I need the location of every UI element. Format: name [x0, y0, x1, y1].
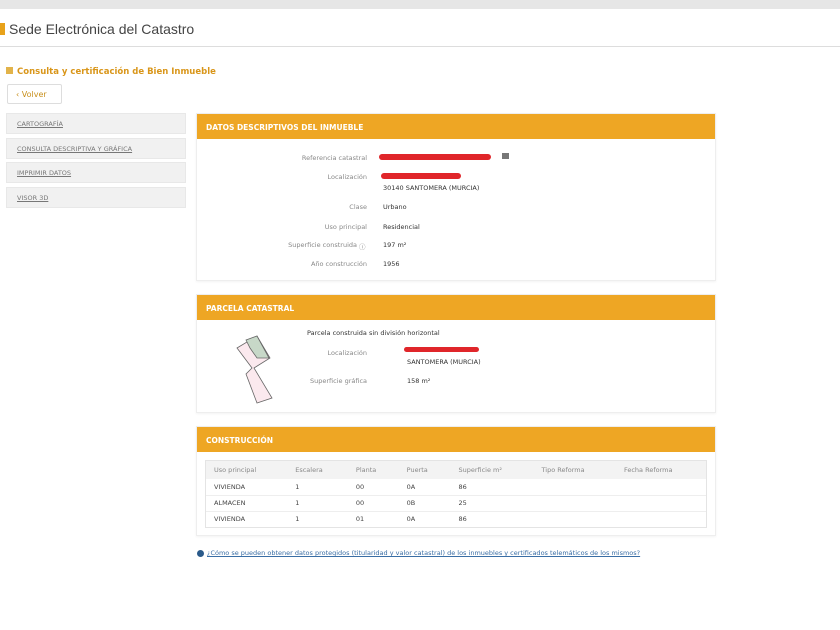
column-header: Fecha Reforma	[615, 461, 706, 479]
section-icon	[6, 67, 13, 74]
anio-label: Año construcción	[310, 260, 367, 268]
back-label: Volver	[21, 90, 47, 99]
site-title: Sede Electrónica del Catastro	[9, 21, 195, 37]
redaction	[381, 173, 461, 179]
uso-value: Residencial	[383, 223, 420, 231]
sup-value: 197 m²	[383, 241, 407, 249]
parcel-map-thumbnail[interactable]	[232, 328, 292, 408]
table-cell: 0A	[406, 482, 416, 491]
table-cell: 1	[295, 482, 300, 491]
column-header: Superficie m²	[450, 461, 534, 479]
info-icon[interactable]: ⓘ	[359, 243, 366, 251]
panel-header: PARCELA CATASTRAL	[197, 295, 715, 320]
column-header: Puerta	[398, 461, 451, 479]
sidebar: CARTOGRAFÍA CONSULTA DESCRIPTIVA Y GRÁFI…	[6, 113, 186, 211]
loc-value: 30140 SANTOMERA (MURCIA)	[383, 184, 480, 192]
table-cell: 00	[355, 482, 365, 491]
construccion-table: Uso principal Escalera Planta Puerta Sup…	[205, 460, 707, 528]
parcela-sup-label: Superficie gráfica	[309, 377, 367, 385]
info-icon	[197, 549, 204, 557]
table-cell: 25	[458, 499, 467, 507]
sup-label: Superficie construida	[288, 241, 357, 249]
datos-panel: DATOS DESCRIPTIVOS DEL INMUEBLE Referenc…	[196, 113, 716, 281]
sidebar-item-cartografia[interactable]: CARTOGRAFÍA	[6, 113, 186, 134]
site-header: Sede Electrónica del Catastro	[0, 9, 840, 47]
table-cell	[616, 479, 706, 495]
sidebar-item-visor-3d[interactable]: VISOR 3D	[6, 186, 186, 208]
column-header: Planta	[347, 461, 399, 479]
catastro-logo	[0, 23, 5, 35]
table-row: VIVIENDA 1 01 0A 86	[206, 511, 706, 527]
table-cell	[616, 495, 706, 511]
parcela-subtitle: Parcela construida sin división horizont…	[307, 329, 440, 337]
panel-header: DATOS DESCRIPTIVOS DEL INMUEBLE	[197, 114, 715, 139]
table-cell: 86	[458, 482, 467, 491]
table-cell: VIVIENDA	[214, 482, 246, 491]
panel-header: CONSTRUCCIÓN	[197, 427, 715, 452]
construccion-panel: CONSTRUCCIÓN Uso principal Escalera Plan…	[196, 426, 716, 536]
page-title-text: Consulta y certificación de Bien Inmuebl…	[17, 67, 216, 77]
anio-value: 1956	[383, 260, 400, 268]
table-cell	[616, 511, 706, 527]
sidebar-item-imprimir[interactable]: IMPRIMIR DATOS	[6, 162, 186, 183]
uso-label: Uso principal	[324, 223, 367, 231]
copy-icon[interactable]	[502, 153, 509, 159]
clase-value: Urbano	[383, 203, 407, 211]
help-link[interactable]: ¿Cómo se pueden obtener datos protegidos…	[197, 549, 640, 557]
redaction	[404, 347, 479, 352]
parcela-sup-value: 158 m²	[407, 377, 431, 385]
table-header: Uso principal Escalera Planta Puerta Sup…	[206, 461, 706, 479]
table-cell: VIVIENDA	[214, 515, 246, 524]
table-cell	[534, 495, 616, 511]
table-cell: 1	[295, 499, 300, 507]
table-cell: ALMACEN	[214, 499, 246, 507]
browser-bar	[0, 0, 840, 9]
table-row: VIVIENDA 1 00 0A 86	[206, 479, 706, 495]
column-header: Escalera	[287, 461, 348, 479]
back-button[interactable]: ‹ Volver	[7, 84, 62, 104]
redaction	[379, 154, 491, 160]
parcela-loc-label: Localización	[327, 349, 367, 357]
parcela-loc-value: SANTOMERA (MURCIA)	[407, 358, 481, 366]
table-cell: 1	[295, 515, 300, 524]
parcela-panel: PARCELA CATASTRAL Parcela construida sin…	[196, 294, 716, 413]
table-cell: 86	[458, 515, 467, 524]
table-row: ALMACEN 1 00 0B 25	[206, 495, 706, 511]
ref-label: Referencia catastral	[301, 154, 367, 162]
column-header: Tipo Reforma	[533, 461, 616, 479]
column-header: Uso principal	[206, 461, 288, 479]
table-cell: 0A	[406, 515, 416, 524]
table-cell: 00	[355, 499, 365, 507]
chevron-left-icon: ‹	[16, 90, 22, 99]
sidebar-item-consulta[interactable]: CONSULTA DESCRIPTIVA Y GRÁFICA	[6, 137, 186, 159]
clase-label: Clase	[349, 203, 367, 211]
table-cell	[534, 511, 616, 527]
page-title: Consulta y certificación de Bien Inmuebl…	[6, 67, 216, 77]
table-cell: 0B	[406, 499, 416, 507]
table-cell: 01	[355, 515, 365, 524]
loc-label: Localización	[327, 173, 367, 181]
help-link-text: ¿Cómo se pueden obtener datos protegidos…	[207, 549, 641, 557]
table-cell	[534, 479, 616, 495]
